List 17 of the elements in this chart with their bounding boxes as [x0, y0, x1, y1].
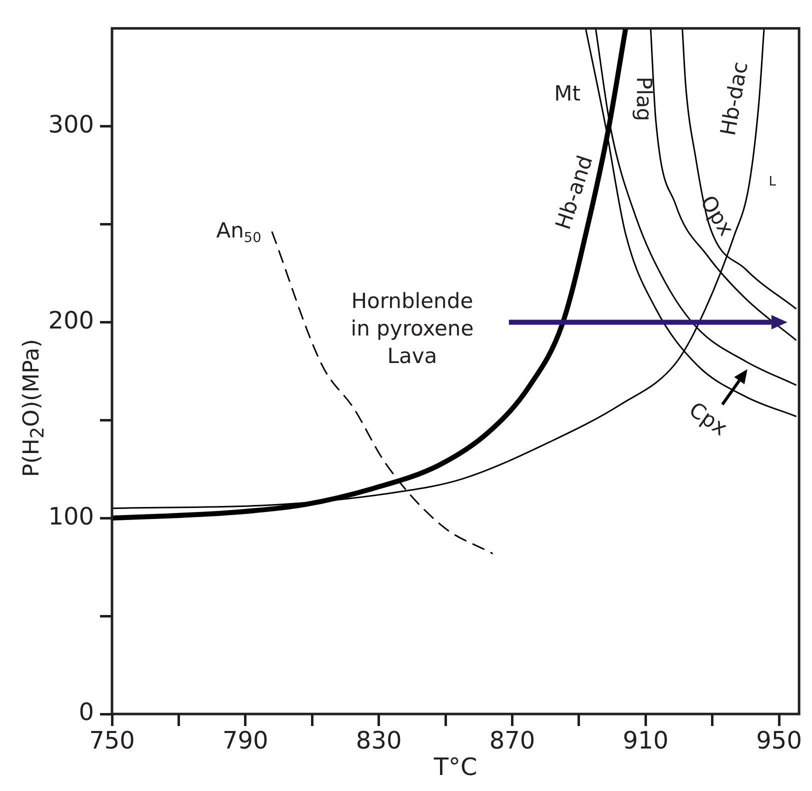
y-tick-label: 100 — [48, 502, 94, 530]
x-tick-label: 830 — [356, 726, 402, 755]
y-tick-label: 300 — [48, 110, 94, 139]
annotation: Mt — [554, 81, 580, 106]
x-axis-title: T°C — [432, 752, 478, 781]
annotation: Hb-dac — [716, 60, 752, 138]
annotation: Cpx — [684, 397, 732, 440]
x-tick-label: 910 — [622, 726, 669, 755]
x-tick-label: 870 — [489, 726, 536, 755]
annotation: L — [768, 174, 777, 190]
x-tick-label: 750 — [89, 726, 135, 755]
annotation: Plag — [632, 76, 656, 122]
annotation: Hornblende in pyroxene Lava — [350, 289, 474, 368]
x-tick-label: 950 — [756, 726, 802, 755]
x-tick-label: 790 — [222, 726, 268, 755]
y-tick-label: 200 — [48, 306, 94, 334]
y-tick-label: 0 — [78, 698, 94, 726]
